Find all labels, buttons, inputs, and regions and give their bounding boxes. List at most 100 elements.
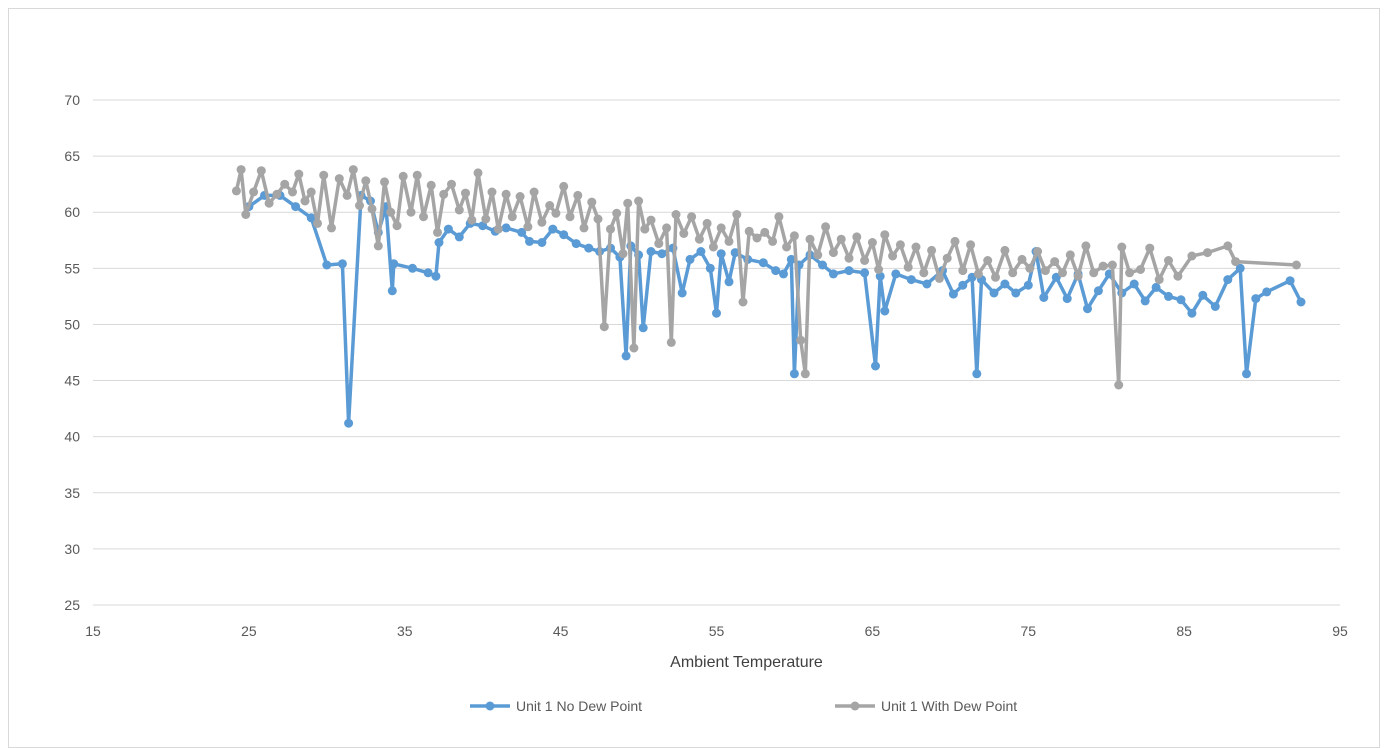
data-point (1251, 294, 1261, 304)
y-tick-label: 25 (64, 597, 80, 613)
data-point (599, 322, 609, 332)
data-point (1164, 256, 1173, 265)
data-point (1173, 271, 1183, 281)
data-point (334, 174, 344, 184)
data-point (1107, 260, 1117, 270)
data-point (529, 187, 539, 197)
data-point (389, 259, 399, 269)
data-point (880, 230, 890, 240)
data-point (1058, 268, 1067, 278)
data-point (327, 223, 336, 233)
data-point (989, 288, 999, 298)
data-point (408, 263, 417, 273)
series-2 (231, 165, 1301, 390)
data-point (903, 262, 913, 272)
data-point (593, 214, 603, 224)
data-point (685, 254, 695, 264)
data-point (545, 201, 555, 210)
data-point (891, 269, 901, 279)
data-point (983, 256, 993, 265)
data-point (867, 238, 877, 247)
data-point (724, 277, 734, 287)
data-point (730, 248, 740, 258)
data-point (434, 238, 444, 247)
data-point (587, 197, 597, 207)
data-point (537, 238, 547, 247)
data-point (844, 266, 854, 276)
data-point (319, 170, 329, 180)
data-point (306, 213, 316, 223)
data-point (1039, 293, 1049, 302)
data-point (821, 222, 831, 232)
data-point (481, 214, 491, 224)
data-point (972, 369, 982, 379)
data-point (1291, 260, 1301, 270)
data-point (392, 221, 402, 231)
data-point (387, 286, 397, 296)
data-point (950, 236, 960, 246)
data-point (1017, 254, 1027, 264)
data-point (666, 337, 676, 347)
data-point (367, 204, 377, 214)
y-tick-label: 45 (64, 373, 80, 389)
data-point (447, 179, 456, 189)
legend-item-1: Unit 1 No Dew Point (470, 698, 642, 714)
x-tick-label: 15 (85, 623, 101, 639)
data-point (507, 212, 517, 222)
data-point (559, 181, 569, 191)
data-point (1081, 241, 1091, 251)
data-point (433, 227, 442, 237)
data-point (573, 190, 583, 200)
x-tick-label: 95 (1332, 623, 1348, 639)
data-point (712, 308, 721, 318)
data-point (638, 323, 648, 333)
data-point (760, 227, 770, 237)
data-point (934, 273, 944, 283)
data-point (796, 335, 806, 345)
data-point (677, 288, 687, 298)
data-point (687, 212, 697, 222)
data-point (828, 269, 838, 279)
y-tick-label: 55 (64, 260, 80, 276)
data-point (1000, 279, 1010, 289)
data-point (813, 250, 823, 260)
data-point (836, 234, 846, 244)
y-tick-label: 60 (64, 204, 80, 220)
data-point (1073, 271, 1083, 281)
data-point (373, 241, 383, 251)
data-point (662, 223, 672, 233)
data-point (306, 187, 316, 197)
data-point (337, 259, 347, 269)
data-point (716, 249, 726, 259)
data-point (705, 263, 715, 273)
data-point (654, 239, 664, 249)
data-point (313, 218, 322, 228)
data-point (779, 269, 788, 279)
data-point (1145, 243, 1155, 253)
data-point (906, 275, 916, 285)
data-point (844, 253, 854, 263)
y-axis-tick-labels: 25 30 35 40 45 50 55 60 65 70 (64, 92, 80, 613)
chart-frame (8, 8, 1380, 748)
series-layer (231, 165, 1306, 428)
data-point (525, 236, 534, 246)
data-point (623, 198, 633, 208)
data-point (467, 215, 477, 225)
data-point (724, 236, 734, 246)
data-point (1198, 290, 1208, 300)
data-point (1117, 242, 1127, 252)
data-point (1098, 261, 1108, 271)
data-point (1093, 286, 1103, 296)
data-point (231, 186, 241, 196)
data-point (386, 207, 396, 217)
data-point (696, 247, 706, 256)
data-point (752, 233, 762, 243)
data-point (443, 224, 453, 234)
x-tick-label: 65 (865, 623, 881, 639)
data-point (454, 232, 464, 242)
data-point (1140, 296, 1150, 306)
y-tick-label: 65 (64, 148, 80, 164)
data-point (291, 202, 301, 212)
data-point (911, 242, 921, 252)
x-tick-label: 75 (1020, 623, 1036, 639)
